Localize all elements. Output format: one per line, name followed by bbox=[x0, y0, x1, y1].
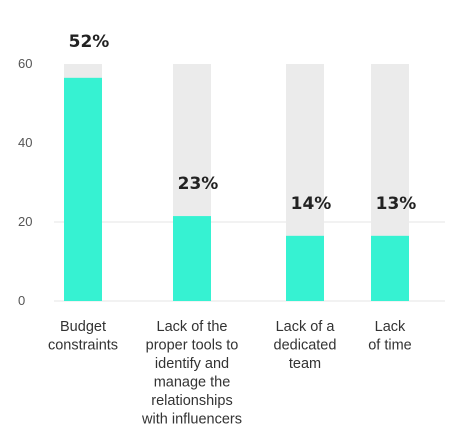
bar bbox=[64, 77, 102, 301]
data-label: 23% bbox=[178, 174, 219, 194]
category-labels: Budget constraints Lack of the proper tools… bbox=[48, 319, 412, 428]
category-label: Lack of the proper tools to identify and ma… bbox=[141, 319, 242, 428]
bar bbox=[286, 235, 324, 301]
bar bbox=[371, 235, 409, 301]
category-label: Lack of a dedicated team bbox=[274, 319, 337, 372]
y-tick-label: 60 bbox=[18, 56, 32, 71]
y-axis-ticks: 0 20 40 60 bbox=[18, 56, 32, 308]
category-label: Budget constraints bbox=[48, 319, 118, 354]
bar bbox=[173, 216, 211, 301]
data-label: 52% bbox=[69, 32, 110, 52]
data-label: 13% bbox=[376, 194, 417, 214]
y-tick-label: 40 bbox=[18, 135, 32, 150]
data-label: 14% bbox=[291, 194, 332, 214]
y-tick-label: 20 bbox=[18, 214, 32, 229]
y-tick-label: 0 bbox=[18, 293, 25, 308]
data-labels: 52% 23% 14% 13% bbox=[69, 32, 417, 214]
background-bars bbox=[64, 64, 409, 301]
data-bars bbox=[64, 77, 409, 301]
category-label: Lack of time bbox=[368, 319, 412, 354]
